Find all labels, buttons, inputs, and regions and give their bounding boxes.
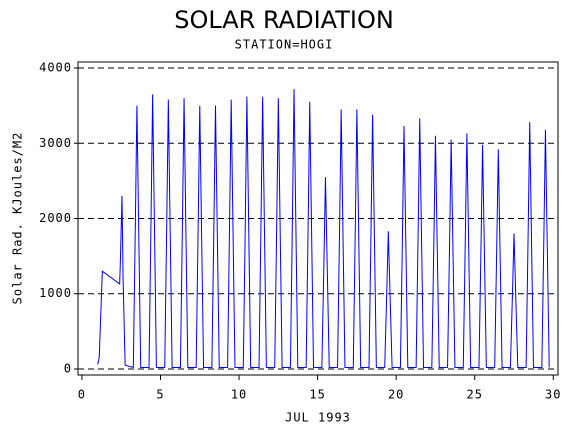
data-line (97, 89, 550, 369)
x-axis-label: JUL 1993 (285, 411, 351, 425)
chart-title: SOLAR RADIATION (174, 6, 394, 34)
y-axis-label: Solar Rad. KJoules/M2 (11, 132, 25, 305)
y-tick-label: 4000 (39, 61, 72, 75)
y-tick-label: 2000 (39, 211, 72, 225)
x-tick-label: 25 (467, 388, 483, 402)
x-tick-label: 5 (156, 388, 164, 402)
x-tick-label: 0 (78, 388, 86, 402)
x-tick-label: 30 (545, 388, 561, 402)
y-tick-label: 3000 (39, 136, 72, 150)
y-tick-label: 0 (64, 361, 72, 375)
x-tick-label: 10 (231, 388, 247, 402)
x-tick-label: 15 (309, 388, 325, 402)
chart-subtitle: STATION=HOGI (235, 38, 334, 52)
y-tick-label: 1000 (39, 286, 72, 300)
x-tick-label: 20 (388, 388, 404, 402)
